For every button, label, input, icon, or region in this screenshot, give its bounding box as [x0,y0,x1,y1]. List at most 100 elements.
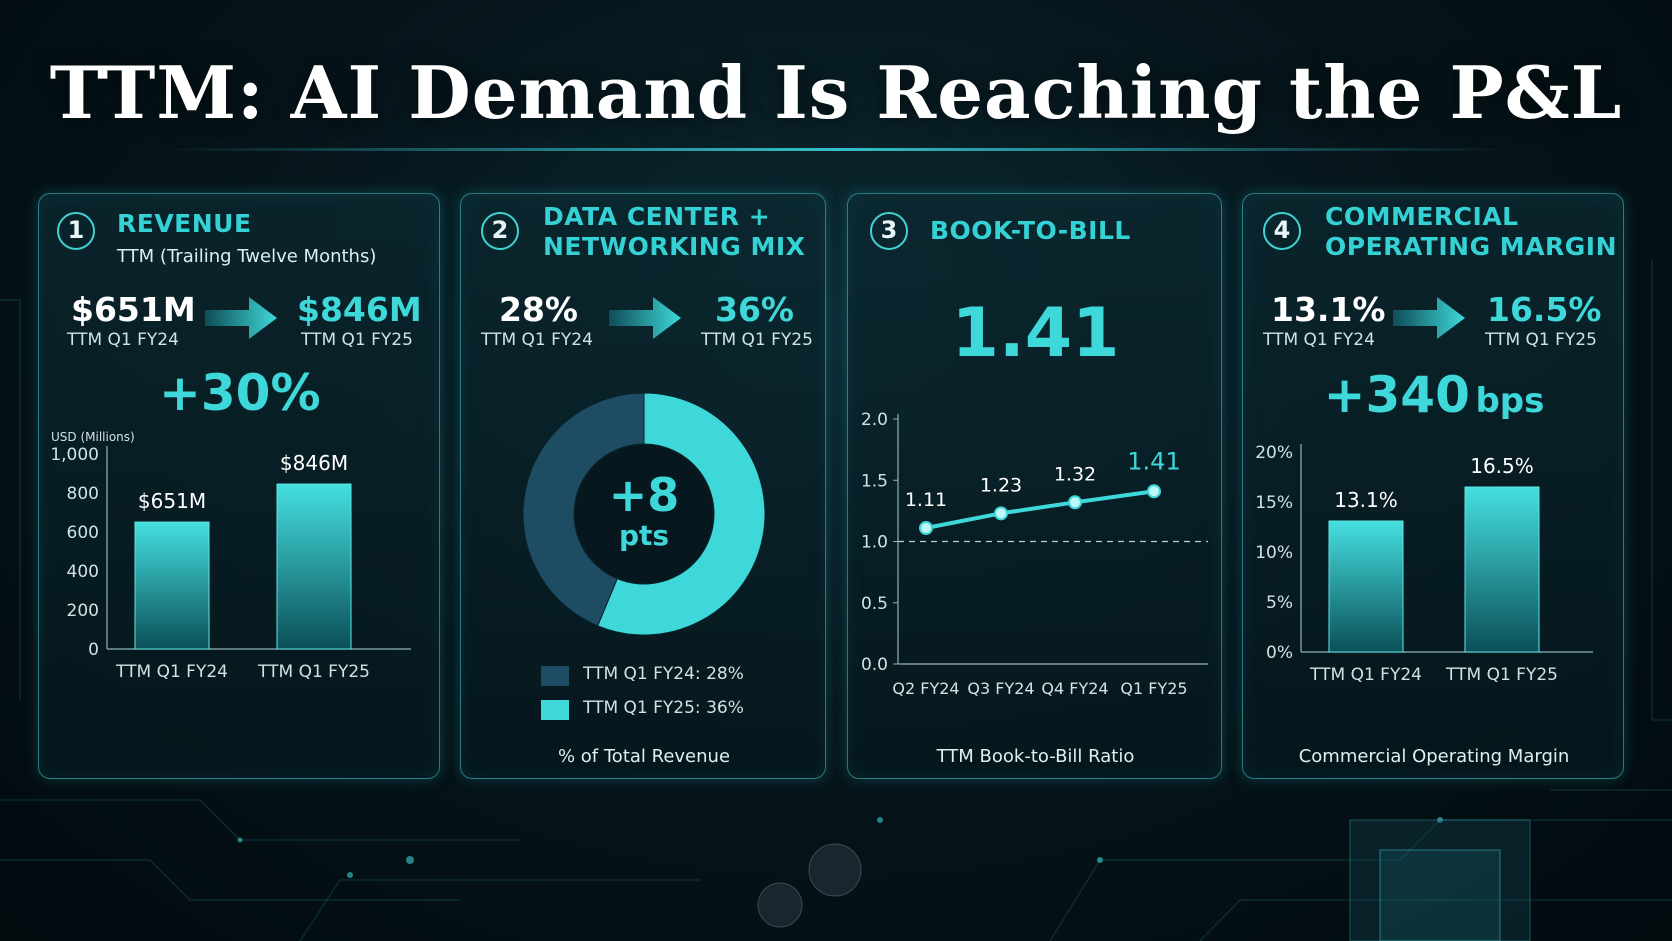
x-tick-label: Q1 FY25 [1120,679,1187,698]
y-tick-label: 15% [1255,493,1293,513]
data-label: 1.11 [905,489,947,511]
book-to-bill-panel: 3 BOOK-TO-BILL 1.41 0.0 0.5 1.0 1.5 2.0 1.11 Q… [847,193,1222,779]
panel-heading: DATA CENTER + NETWORKING MIX [543,202,805,262]
bar [134,521,210,650]
y-tick-label: 0.5 [861,594,888,614]
data-label: $651M [138,489,206,513]
to-label: TTM Q1 FY25 [701,330,813,350]
heading-line: REVENUE [117,209,252,238]
heading-line: OPERATING MARGIN [1325,232,1618,261]
legend-label: TTM Q1 FY24: 28% [583,664,744,684]
margin-delta: +340 bps [1243,366,1625,424]
mix-donut-chart: +8 pts [522,392,766,636]
donut-hole [575,445,713,583]
donut-center-value: +8 [609,468,680,522]
donut-center-unit: pts [619,519,669,552]
heading-line: COMMERCIAL [1325,202,1519,231]
margin-panel: 4 COMMERCIAL OPERATING MARGIN 13.1% TTM … [1242,193,1624,779]
from-value: 28% [499,290,578,329]
to-value: 16.5% [1487,290,1602,329]
y-tick-label: 200 [67,601,99,621]
revenue-bar-chart: USD (Millions) 0 200 400 600 800 1,000 $651M TTM… [50,430,411,682]
heading-line: NETWORKING MIX [543,232,806,261]
x-tick-label: TTM Q1 FY24 [115,662,228,682]
mix-panel: 2 DATA CENTER + NETWORKING MIX 28% TTM Q… [460,193,826,779]
y-tick-label: 20% [1255,443,1293,463]
donut-slice [522,392,645,627]
panel-caption: TTM Book-to-Bill Ratio [936,746,1135,767]
delta-value: +340 [1323,366,1470,424]
data-label: $846M [280,451,348,475]
y-tick-label: 800 [67,484,99,504]
to-value: 36% [715,290,794,329]
bar [1464,486,1540,653]
data-point [1068,495,1082,510]
page-title: TTM: AI Demand Is Reaching the P&L [49,50,1623,135]
x-tick-label: Q3 FY24 [967,679,1034,698]
growth-delta: +30% [159,364,321,422]
panel-heading: REVENUE [117,209,252,239]
arrow-right-icon [1393,297,1465,339]
to-value: $846M [297,290,422,329]
arrow-right-icon [205,297,277,339]
y-tick-label: 0.0 [861,655,888,675]
heading-line: BOOK-TO-BILL [930,216,1131,245]
from-label: TTM Q1 FY24 [481,330,593,350]
book-to-bill-line-chart: 0.0 0.5 1.0 1.5 2.0 1.11 Q2 FY24 1.23 Q3 FY24 1.3… [861,410,1208,698]
x-tick-label: TTM Q1 FY25 [257,662,370,682]
y-tick-label: 1.5 [861,471,888,491]
legend-label: TTM Q1 FY25: 36% [583,698,744,718]
from-label: TTM Q1 FY24 [67,330,179,350]
data-label: 1.41 [1127,447,1180,475]
data-label: 13.1% [1334,488,1398,512]
y-tick-label: 1,000 [50,445,99,465]
margin-bar-chart: 0% 5% 10% 15% 20% 13.1% TTM Q1 FY24 16.5% TTM Q1… [1255,443,1593,685]
panel-number: 3 [870,212,908,250]
y-tick-label: 1.0 [861,533,888,553]
x-tick-label: Q2 FY24 [892,679,959,698]
data-point [919,521,933,536]
panel-subtitle: TTM (Trailing Twelve Months) [117,246,377,267]
data-label: 16.5% [1470,454,1534,478]
from-label: TTM Q1 FY24 [1263,330,1375,350]
from-value: $651M [71,290,196,329]
donut-segments [522,392,766,636]
y-tick-label: 400 [67,562,99,582]
delta-unit: bps [1475,381,1545,421]
x-tick-label: TTM Q1 FY25 [1445,665,1558,685]
y-tick-label: 600 [67,523,99,543]
legend-swatch [541,700,569,720]
panel-number: 4 [1263,212,1301,250]
panel-number: 2 [481,212,519,250]
revenue-panel: 1 REVENUE TTM (Trailing Twelve Months) $… [38,193,440,779]
title-underline [160,148,1510,151]
panel-number: 1 [57,212,95,250]
panel-caption: Commercial Operating Margin [1298,746,1570,767]
series-line [925,489,1155,530]
y-tick-label: 2.0 [861,410,888,430]
panel-caption: % of Total Revenue [557,746,731,767]
y-tick-label: 5% [1266,593,1293,613]
panel-heading: BOOK-TO-BILL [930,216,1131,246]
x-tick-label: Q4 FY24 [1041,679,1108,698]
y-axis-label: USD (Millions) [51,430,135,444]
y-tick-label: 0 [88,640,99,660]
data-point [994,506,1008,521]
x-tick-label: TTM Q1 FY24 [1309,665,1422,685]
panel-heading: COMMERCIAL OPERATING MARGIN [1325,202,1617,262]
donut-slice [597,392,766,636]
bar [276,483,352,650]
legend-swatch [541,666,569,686]
arrow-right-icon [609,297,681,339]
heading-line: DATA CENTER + [543,202,771,231]
data-point [1147,484,1161,499]
bar [1328,520,1404,653]
to-label: TTM Q1 FY25 [1485,330,1597,350]
data-label: 1.23 [980,474,1022,496]
headline-value: 1.41 [951,294,1120,373]
data-label: 1.32 [1054,463,1096,485]
from-value: 13.1% [1271,290,1386,329]
y-tick-label: 0% [1266,643,1293,663]
to-label: TTM Q1 FY25 [301,330,413,350]
